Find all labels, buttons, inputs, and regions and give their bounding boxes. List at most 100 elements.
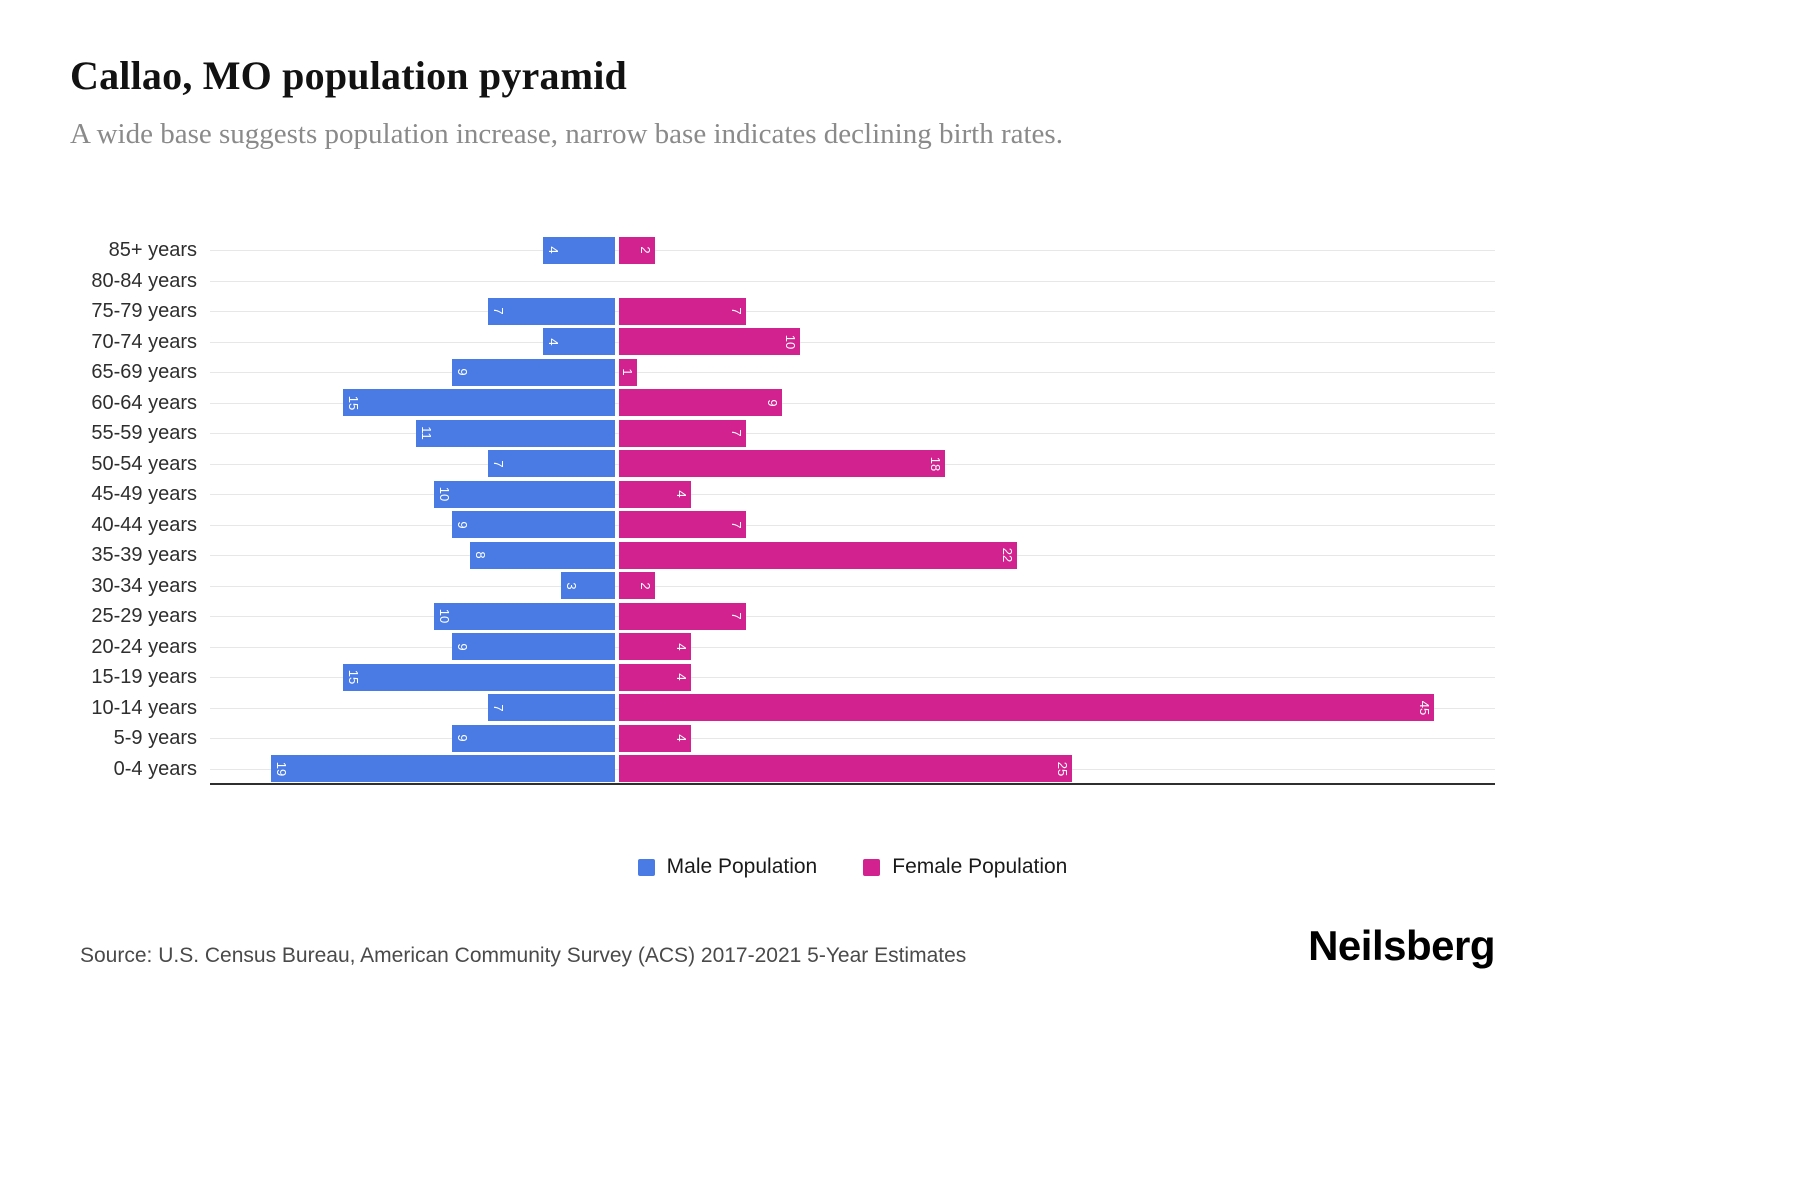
- male-swatch-icon: [637, 858, 655, 876]
- bar-value-label: 9: [765, 399, 780, 407]
- male-bar[interactable]: 10: [434, 602, 615, 630]
- legend-label-female: Female Population: [892, 855, 1068, 878]
- male-bar[interactable]: 7: [488, 450, 615, 478]
- age-group-label: 40-44 years: [91, 513, 197, 536]
- male-bar[interactable]: 3: [561, 572, 615, 600]
- population-pyramid-chart: 85+ years 4 2 80-84 years 75-79 years 7 7 70-74…: [0, 235, 1520, 795]
- female-bar[interactable]: 25: [619, 755, 1072, 783]
- gridline: [210, 524, 1495, 526]
- age-group-label: 30-34 years: [91, 574, 197, 597]
- female-bar[interactable]: 4: [619, 724, 691, 752]
- bar-value-label: 7: [491, 307, 506, 315]
- bar-value-label: 1: [620, 368, 635, 376]
- female-bar[interactable]: 7: [619, 602, 746, 630]
- female-bar[interactable]: 4: [619, 480, 691, 508]
- pyramid-row: 55-59 years 11 7: [0, 418, 1495, 449]
- bar-value-label: 45: [1417, 700, 1432, 715]
- pyramid-row: 45-49 years 10 4: [0, 479, 1495, 510]
- bar-value-label: 4: [546, 246, 561, 254]
- gridline: [210, 311, 1495, 312]
- female-bar[interactable]: 9: [619, 389, 782, 417]
- male-bar[interactable]: 9: [452, 633, 615, 661]
- pyramid-row: 40-44 years 9 7: [0, 510, 1495, 541]
- male-bar[interactable]: 11: [416, 419, 615, 447]
- age-group-label: 70-74 years: [91, 330, 197, 353]
- age-group-label: 65-69 years: [91, 361, 197, 383]
- female-bar[interactable]: 4: [619, 663, 691, 691]
- pyramid-row: 60-64 years 15 9: [0, 388, 1495, 419]
- age-group-label: 50-54 years: [91, 452, 197, 475]
- bar-value-label: 2: [638, 246, 653, 254]
- bar-value-label: 10: [437, 487, 452, 502]
- female-bar[interactable]: 7: [619, 511, 746, 539]
- pyramid-row: 80-84 years: [0, 266, 1495, 297]
- bar-value-label: 7: [729, 612, 744, 620]
- pyramid-row: 20-24 years 9 4: [0, 632, 1495, 663]
- bar-value-label: 9: [455, 368, 470, 376]
- bar-value-label: 18: [928, 456, 943, 471]
- male-bar[interactable]: 8: [470, 541, 615, 569]
- female-bar[interactable]: 45: [619, 694, 1434, 722]
- pyramid-row: 65-69 years 9 1: [0, 357, 1495, 388]
- bar-value-label: 10: [783, 334, 798, 349]
- male-bar[interactable]: 9: [452, 358, 615, 386]
- bar-value-label: 8: [473, 551, 488, 559]
- female-bar[interactable]: 4: [619, 633, 691, 661]
- male-bar[interactable]: 19: [271, 755, 615, 783]
- female-bar[interactable]: 22: [619, 541, 1017, 569]
- bar-value-label: 9: [455, 521, 470, 529]
- bar-value-label: 9: [455, 734, 470, 742]
- neilsberg-logo: Neilsberg: [1308, 922, 1495, 969]
- bar-value-label: 22: [1000, 548, 1015, 563]
- bar-value-label: 19: [274, 761, 289, 776]
- legend: Male Population Female Population: [210, 855, 1495, 879]
- age-group-label: 45-49 years: [91, 483, 197, 505]
- bar-value-label: 7: [491, 704, 506, 712]
- bar-value-label: 15: [346, 395, 361, 410]
- male-bar[interactable]: 7: [488, 297, 615, 325]
- bar-value-label: 4: [546, 338, 561, 346]
- female-bar[interactable]: 2: [619, 236, 655, 264]
- bar-value-label: 9: [455, 643, 470, 651]
- male-bar[interactable]: 15: [343, 663, 615, 691]
- bar-value-label: 11: [419, 426, 434, 441]
- pyramid-row: 25-29 years 10 7: [0, 601, 1495, 632]
- legend-item-female[interactable]: Female Population: [863, 855, 1067, 879]
- male-bar[interactable]: 10: [434, 480, 615, 508]
- pyramid-row: 10-14 years 7 45: [0, 693, 1495, 724]
- page-title: Callao, MO population pyramid: [70, 53, 627, 98]
- gridline: [210, 585, 1495, 587]
- male-bar[interactable]: 4: [543, 236, 615, 264]
- male-bar[interactable]: 4: [543, 328, 615, 356]
- female-bar[interactable]: 10: [619, 328, 800, 356]
- gridline: [210, 738, 1495, 739]
- age-group-label: 35-39 years: [91, 544, 197, 566]
- page-subtitle: A wide base suggests population increase…: [70, 118, 1063, 150]
- male-bar[interactable]: 9: [452, 511, 615, 539]
- female-bar[interactable]: 7: [619, 297, 746, 325]
- age-group-label: 60-64 years: [91, 391, 197, 414]
- female-bar[interactable]: 18: [619, 450, 945, 478]
- bar-value-label: 2: [638, 582, 653, 590]
- female-bar[interactable]: 2: [619, 572, 655, 600]
- age-group-label: 55-59 years: [91, 422, 197, 444]
- pyramid-row: 0-4 years 19 25: [0, 754, 1495, 785]
- bar-value-label: 7: [729, 429, 744, 437]
- legend-item-male[interactable]: Male Population: [637, 855, 817, 879]
- bar-value-label: 7: [729, 307, 744, 315]
- female-bar[interactable]: 7: [619, 419, 746, 447]
- gridline: [210, 372, 1495, 373]
- bar-value-label: 25: [1055, 761, 1070, 776]
- male-bar[interactable]: 7: [488, 694, 615, 722]
- age-group-label: 10-14 years: [91, 696, 197, 719]
- gridline: [210, 677, 1495, 678]
- age-group-label: 25-29 years: [91, 605, 197, 627]
- male-bar[interactable]: 15: [343, 389, 615, 417]
- pyramid-row: 30-34 years 3 2: [0, 571, 1495, 602]
- male-bar[interactable]: 9: [452, 724, 615, 752]
- bar-value-label: 4: [674, 643, 689, 651]
- pyramid-row: 5-9 years 9 4: [0, 723, 1495, 754]
- source-text: Source: U.S. Census Bureau, American Com…: [80, 944, 967, 967]
- female-bar[interactable]: 1: [619, 358, 637, 386]
